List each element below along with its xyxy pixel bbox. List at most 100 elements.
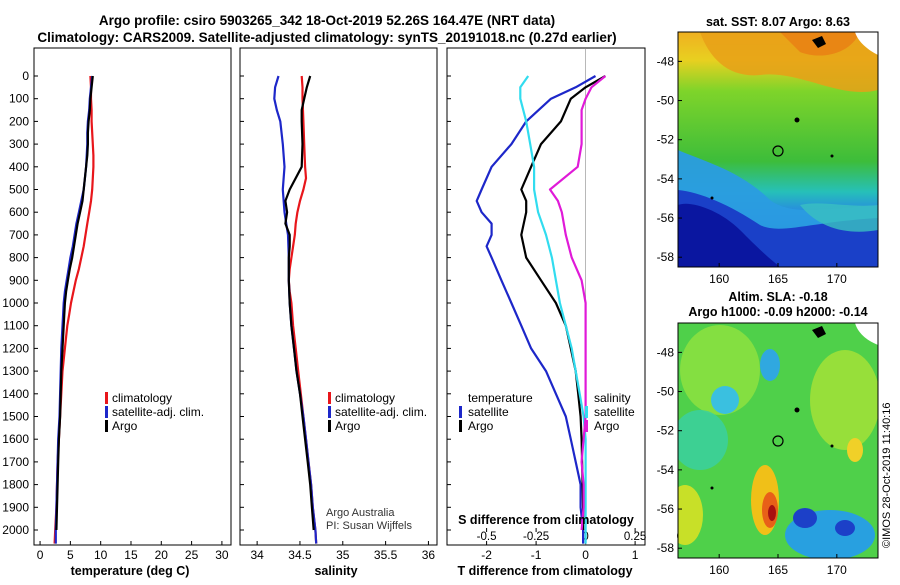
map-y-tick-label: -52 <box>657 133 675 147</box>
figure-title-line2: Climatology: CARS2009. Satellite-adjuste… <box>37 30 616 45</box>
x-tick-label: -2 <box>481 548 492 562</box>
depth-tick-label: 200 <box>9 114 29 128</box>
depth-tick-marks <box>34 75 451 531</box>
depth-tick-label: 600 <box>9 205 29 219</box>
x-tick-label: 35.5 <box>374 548 398 562</box>
map-y-tick-label: -56 <box>657 211 675 225</box>
sla-map-axes: 160 165 170 -48 -50 -52 -54 -56 -58 <box>657 345 847 577</box>
legend-swatch-satellite <box>328 406 331 418</box>
sla-map-subtitle: Argo h1000: -0.09 h2000: -0.14 <box>688 305 867 319</box>
salinity-series <box>273 75 318 544</box>
legend-swatch-s-satellite <box>585 406 588 418</box>
legend-title-temperature: temperature <box>468 391 533 405</box>
depth-tick-label: 700 <box>9 228 29 242</box>
legend-swatch-argo <box>105 420 108 432</box>
legend-label-t-argo: Argo <box>468 419 494 433</box>
map-y-tick-label: -58 <box>657 541 675 555</box>
depth-tick-label: 300 <box>9 137 29 151</box>
legend-label-s-satellite: satellite <box>594 405 635 419</box>
sst-map-title: sat. SST: 8.07 Argo: 8.63 <box>706 15 850 29</box>
map-y-tick-label: -56 <box>657 502 675 516</box>
depth-tick-label: 1700 <box>2 455 29 469</box>
s-diff-tick-label: 0.25 <box>624 531 646 543</box>
legend-label-climatology: climatology <box>112 391 172 405</box>
salinity-x-axis: 34 34.5 35 35.5 36 <box>250 541 435 562</box>
legend-label-s-argo: Argo <box>594 419 620 433</box>
series-line-argo <box>55 75 94 531</box>
t-difference-xlabel: T difference from climatology <box>457 564 632 578</box>
depth-tick-label: 2000 <box>2 523 29 537</box>
s-diff-tick-label: -0.25 <box>523 531 549 543</box>
legend-swatch-s-argo <box>585 420 588 432</box>
legend-label-satellite: satellite-adj. clim. <box>335 405 427 419</box>
map-y-tick-label: -50 <box>657 94 675 108</box>
series-line-salinity-satellite <box>519 75 587 544</box>
map-y-tick-label: -52 <box>657 424 675 438</box>
sla-argo-marker <box>772 435 784 447</box>
temperature-x-axis: 0 5 10 15 20 25 30 <box>37 541 229 562</box>
temperature-xlabel: temperature (deg C) <box>71 564 190 578</box>
sst-argo-marker <box>772 145 784 157</box>
sst-map-axes: 160 165 170 -48 -50 -52 -54 -56 -58 <box>657 54 847 286</box>
series-line-temperature-satellite <box>475 75 597 544</box>
x-tick-label: 35 <box>336 548 350 562</box>
legend-swatch-argo <box>328 420 331 432</box>
map-x-tick-label: 170 <box>827 563 847 577</box>
map-y-tick-label: -58 <box>657 250 675 264</box>
x-tick-label: 0 <box>582 548 589 562</box>
x-tick-label: 34.5 <box>288 548 312 562</box>
series-line-argo <box>284 75 315 531</box>
difference-legend: temperature satellite Argo salinity sate… <box>459 391 635 433</box>
depth-tick-label: 1300 <box>2 364 29 378</box>
depth-tick-label: 1000 <box>2 296 29 310</box>
legend-swatch-t-argo <box>459 420 462 432</box>
map-x-tick-label: 165 <box>768 563 788 577</box>
map-x-tick-label: 160 <box>709 563 729 577</box>
x-tick-label: 36 <box>422 548 436 562</box>
depth-tick-label: 1200 <box>2 341 29 355</box>
legend-label-climatology: climatology <box>335 391 395 405</box>
x-tick-label: -1 <box>531 548 542 562</box>
legend-label-satellite: satellite-adj. clim. <box>112 405 204 419</box>
sla-map-field <box>678 323 878 558</box>
temperature-series <box>53 75 95 544</box>
depth-tick-label: 0 <box>22 69 29 83</box>
map-y-tick-label: -48 <box>657 54 675 68</box>
depth-tick-label: 900 <box>9 273 29 287</box>
depth-tick-label: 100 <box>9 92 29 106</box>
depth-tick-label: 800 <box>9 251 29 265</box>
series-line-salinity-argo <box>548 75 607 531</box>
legend-label-argo: Argo <box>112 419 138 433</box>
legend-swatch-climatology <box>328 392 331 404</box>
depth-tick-label: 400 <box>9 160 29 174</box>
depth-tick-label: 1600 <box>2 432 29 446</box>
depth-tick-label: 1900 <box>2 500 29 514</box>
temperature-legend: climatology satellite-adj. clim. Argo <box>105 391 204 433</box>
legend-label-t-satellite: satellite <box>468 405 509 419</box>
x-tick-label: 10 <box>94 548 108 562</box>
legend-swatch-t-satellite <box>459 406 462 418</box>
legend-swatch-climatology <box>105 392 108 404</box>
map-y-tick-label: -48 <box>657 345 675 359</box>
x-tick-label: 30 <box>215 548 229 562</box>
map-y-tick-label: -50 <box>657 385 675 399</box>
figure-title-line1: Argo profile: csiro 5903265_342 18-Oct-2… <box>99 13 555 28</box>
series-line-temperature-argo <box>520 75 606 530</box>
temperature-panel <box>33 47 232 546</box>
x-tick-label: 15 <box>124 548 138 562</box>
x-tick-label: 34 <box>250 548 264 562</box>
map-y-tick-label: -54 <box>657 463 675 477</box>
depth-tick-label: 1400 <box>2 387 29 401</box>
x-tick-label: 1 <box>632 548 639 562</box>
map-x-tick-label: 160 <box>709 272 729 286</box>
salinity-panel <box>239 47 438 546</box>
depth-axis: 0 100 200 300 400 500 600 700 800 900 1000 1100 1200… <box>2 69 29 537</box>
sla-map-title: Altim. SLA: -0.18 <box>728 290 827 304</box>
x-tick-label: 20 <box>155 548 169 562</box>
map-y-tick-label: -54 <box>657 172 675 186</box>
difference-series <box>475 48 607 545</box>
legend-title-salinity: salinity <box>594 391 631 405</box>
salinity-xlabel: salinity <box>314 564 357 578</box>
attribution-line1: Argo Australia <box>326 507 395 519</box>
